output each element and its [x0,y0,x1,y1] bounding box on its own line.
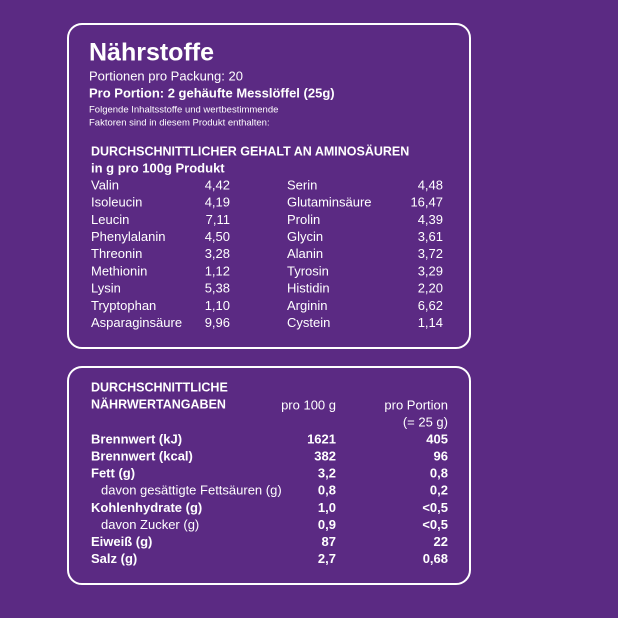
amino-title: DURCHSCHNITTLICHER GEHALT AN AMINOSÄUREN [91,143,409,158]
amino-value: 4,19 [205,195,230,210]
amino-name: Histidin [287,281,330,296]
amino-name: Cystein [287,315,330,330]
nutrient-value: 1,0 [318,500,336,515]
column-header: pro 100 g [281,397,336,412]
nutrition-title: DURCHSCHNITTLICHE [91,380,228,394]
portion: Pro Portion: 2 gehäufte Messlöffel (25g) [89,85,335,100]
nutrient-value: 87 [322,534,336,549]
amino-value: 4,50 [205,229,230,244]
column-header: (= 25 g) [403,414,448,429]
nutrient-name: Fett (g) [91,466,135,481]
amino-name: Asparaginsäure [91,315,182,330]
amino-name: Phenylalanin [91,229,165,244]
servings: Portionen pro Packung: 20 [89,68,243,83]
nutrient-value: 382 [314,449,336,464]
nutrient-value: 3,2 [318,466,336,481]
amino-value: 1,12 [205,263,230,278]
amino-name: Glycin [287,229,323,244]
amino-value: 3,61 [418,229,443,244]
nutrient-value: 2,7 [318,551,336,566]
nutrient-value: 0,68 [423,551,448,566]
nutrient-name: Brennwert (kJ) [91,431,182,446]
nutrient-name: davon gesättigte Fettsäuren (g) [101,483,282,498]
amino-name: Glutaminsäure [287,195,372,210]
amino-value: 4,39 [418,212,443,227]
amino-name: Arginin [287,298,327,313]
column-header: pro Portion [384,397,448,412]
amino-name: Valin [91,177,119,192]
note: Faktoren sind in diesem Produkt enthalte… [89,118,270,129]
amino-value: 3,29 [418,263,443,278]
amino-name: Alanin [287,246,323,261]
amino-value: 16,47 [410,195,443,210]
note: Folgende Inhaltsstoffe und wertbestimmen… [89,105,278,116]
nutrient-value: 405 [426,431,448,446]
amino-name: Tryptophan [91,298,156,313]
nutrient-name: davon Zucker (g) [101,517,199,532]
amino-name: Tyrosin [287,263,329,278]
nutrient-name: Eiweiß (g) [91,534,152,549]
nutrient-value: 96 [434,449,448,464]
nutrient-name: Salz (g) [91,551,137,566]
nutrition-box [67,366,471,585]
amino-name: Serin [287,177,317,192]
amino-box [67,23,471,349]
amino-value: 2,20 [418,281,443,296]
title: Nährstoffe [89,39,214,67]
nutrient-value: 0,8 [318,483,336,498]
amino-name: Isoleucin [91,195,142,210]
amino-name: Leucin [91,212,129,227]
nutrient-value: 1621 [307,431,336,446]
amino-subtitle: in g pro 100g Produkt [91,160,225,175]
amino-name: Prolin [287,212,320,227]
amino-value: 4,42 [205,177,230,192]
amino-value: 3,72 [418,246,443,261]
amino-value: 6,62 [418,298,443,313]
amino-value: 1,10 [205,298,230,313]
amino-value: 3,28 [205,246,230,261]
nutrient-value: <0,5 [422,517,448,532]
nutrient-value: 0,9 [318,517,336,532]
amino-value: 4,48 [418,177,443,192]
amino-name: Methionin [91,263,147,278]
amino-value: 7,11 [206,212,230,227]
nutrient-name: Kohlenhydrate (g) [91,500,202,515]
amino-name: Lysin [91,281,121,296]
nutrition-title: NÄHRWERTANGABEN [91,396,226,411]
nutrient-value: 0,2 [430,483,448,498]
nutrient-value: <0,5 [422,500,448,515]
nutrient-value: 0,8 [430,466,448,481]
nutrient-name: Brennwert (kcal) [91,449,193,464]
amino-value: 9,96 [205,315,230,330]
amino-value: 1,14 [418,315,443,330]
nutrient-value: 22 [434,534,448,549]
amino-value: 5,38 [205,281,230,296]
amino-name: Threonin [91,246,142,261]
